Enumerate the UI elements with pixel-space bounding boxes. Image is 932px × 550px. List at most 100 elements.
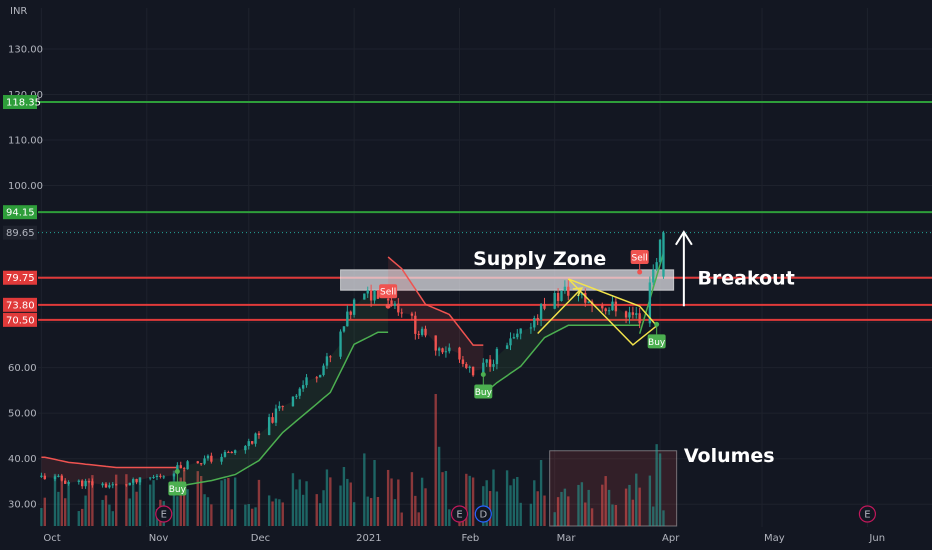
- volume-bar: [257, 479, 261, 526]
- volume-bar: [53, 473, 57, 526]
- volume-bar: [495, 491, 499, 526]
- volume-bar: [281, 502, 284, 526]
- candle-body: [40, 475, 43, 477]
- volume-bar: [254, 507, 257, 526]
- candle-body: [172, 473, 176, 477]
- volume-bar: [607, 489, 611, 526]
- volume-bar: [560, 491, 563, 526]
- candle-body: [543, 304, 546, 309]
- volume-bar: [512, 478, 516, 526]
- volume-bar: [366, 496, 369, 526]
- candle-body: [244, 445, 247, 451]
- volume-bar: [349, 482, 352, 526]
- volume-bar: [638, 487, 641, 526]
- volume-bar: [414, 495, 417, 526]
- volume-bar: [590, 508, 594, 526]
- volume-bar: [471, 477, 475, 526]
- candle-body: [182, 468, 186, 470]
- volume-bar: [339, 485, 342, 526]
- candle-body: [220, 456, 223, 462]
- volume-bar: [135, 491, 138, 526]
- candle-body: [87, 480, 91, 482]
- sell-signal-badge: [379, 284, 398, 299]
- volume-bar: [227, 477, 230, 526]
- x-axis: Oct Nov Dec 2021 Feb Mar Apr May Jun: [43, 533, 885, 544]
- sell-signal-badge: [630, 250, 649, 265]
- volume-bar: [138, 477, 142, 526]
- candle-body: [271, 417, 274, 423]
- volume-bar: [206, 497, 210, 526]
- volume-bar: [325, 469, 329, 526]
- volume-bar: [516, 477, 519, 526]
- event-marker-circle: [858, 505, 877, 523]
- level-badge: [3, 205, 37, 220]
- volume-bar: [553, 512, 556, 526]
- volume-bar: [315, 494, 318, 526]
- volume-bar: [295, 489, 298, 526]
- event-marker-circle: [155, 505, 173, 523]
- candle-body: [318, 375, 322, 378]
- candle-body: [60, 475, 63, 481]
- volume-bar: [437, 446, 441, 526]
- event-marker-label: E: [864, 510, 870, 521]
- volume-bar: [199, 476, 203, 526]
- candle-body: [628, 312, 631, 318]
- volume-bar: [424, 488, 427, 526]
- trailing-stop-line: [41, 251, 665, 490]
- candle-body: [369, 290, 373, 301]
- candle-body: [278, 405, 281, 409]
- candle-body: [604, 308, 607, 312]
- candle-body: [488, 359, 492, 367]
- volume-bar: [519, 502, 522, 526]
- trailing-stop-segment: [41, 456, 178, 469]
- volume-bar: [267, 495, 271, 526]
- level-badge-label: 79.75: [6, 273, 35, 284]
- volume-bar: [509, 485, 512, 526]
- volume-bars: [40, 394, 678, 527]
- volume-bar: [448, 509, 451, 526]
- volume-bar: [230, 509, 233, 526]
- volume-bar: [631, 499, 635, 526]
- candle-body: [101, 483, 104, 486]
- candle-body: [363, 293, 366, 300]
- candle-body: [206, 455, 210, 459]
- volume-bar: [101, 499, 104, 526]
- candle-body: [159, 475, 162, 477]
- volume-bar: [533, 480, 536, 526]
- candle-body: [114, 484, 118, 486]
- volume-bar: [104, 495, 108, 526]
- volume-bar: [628, 484, 631, 526]
- volume-bar: [318, 503, 322, 526]
- volume-bar: [485, 480, 488, 526]
- candle-body: [482, 362, 485, 376]
- candle-body: [125, 484, 128, 486]
- volume-bar: [601, 484, 604, 526]
- candle-body: [471, 366, 475, 376]
- volume-bar: [580, 482, 584, 526]
- volume-bar: [291, 473, 295, 526]
- supply-zone-label: Supply Zone: [473, 248, 606, 270]
- candle-body: [77, 480, 80, 482]
- volume-bar: [125, 474, 128, 526]
- candle-body: [233, 450, 237, 453]
- volume-bar: [563, 488, 567, 526]
- volume-bar: [223, 478, 227, 526]
- volume-bar: [81, 508, 84, 526]
- level-badge: [3, 312, 37, 327]
- candle-body: [584, 292, 587, 303]
- volume-bar: [492, 469, 495, 526]
- volume-bar: [43, 497, 46, 526]
- volume-bar: [111, 511, 114, 526]
- candle-body: [57, 475, 60, 477]
- level-badge: [3, 95, 37, 110]
- signal-markers: Buy Sell Buy Sell Buy: [168, 250, 666, 496]
- volume-bar: [652, 506, 655, 526]
- volume-bar: [342, 467, 346, 526]
- volume-bar: [278, 499, 281, 526]
- candle-body: [298, 388, 301, 396]
- candle-body: [468, 366, 471, 368]
- trailing-stop-fill: [388, 256, 484, 371]
- candle-body: [227, 451, 230, 453]
